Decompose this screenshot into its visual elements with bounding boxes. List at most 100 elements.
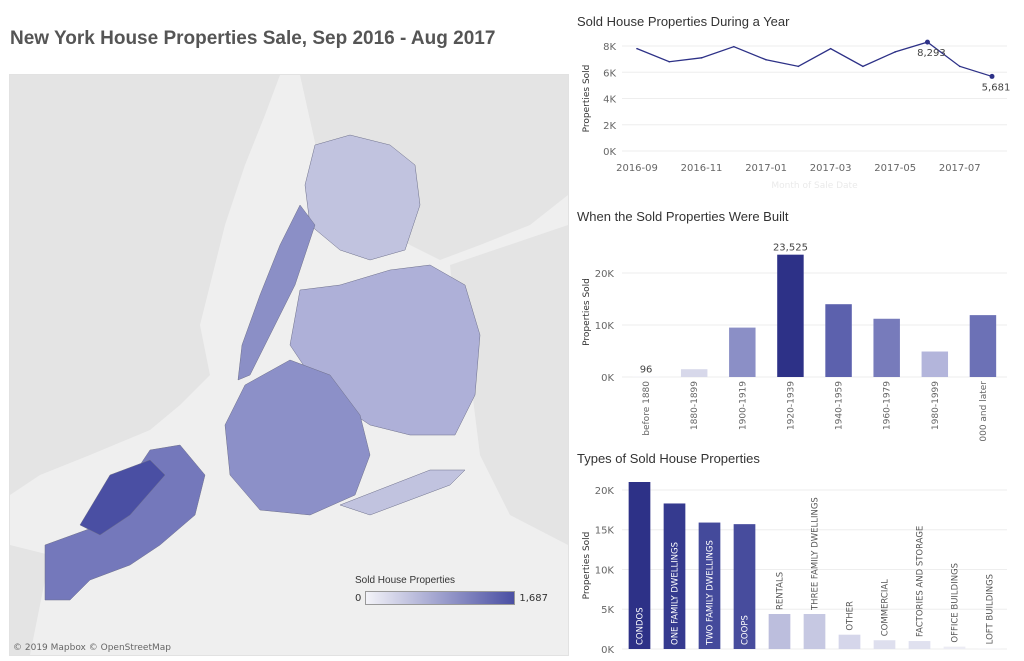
category-label: RENTALS [776, 572, 786, 610]
line-chart[interactable]: 0K 2K 4K 6K 8K Properties Sold 2016-09 2016-11 2… [577, 36, 1017, 196]
y-tick-label: 10K [595, 321, 615, 332]
y-tick-label: 2K [603, 121, 616, 132]
category-label: TWO FAMILY DWELLINGS [706, 540, 716, 646]
bar [733, 524, 756, 649]
sales-line [636, 41, 993, 78]
data-point [829, 47, 832, 50]
x-tick-label: 2016-11 [681, 163, 723, 174]
y-tick-label: 4K [603, 95, 616, 106]
y-axis-label: Properties Sold [582, 65, 592, 133]
data-point [733, 45, 735, 48]
bronx-area [304, 134, 421, 261]
data-point [989, 73, 995, 79]
category-label: 1880-1899 [690, 381, 700, 430]
x-axis-label: Month of Sale Date [771, 181, 858, 191]
brooklyn-area [224, 359, 371, 516]
category-label: COOPS [741, 615, 751, 645]
x-tick-label: 2016-09 [616, 163, 658, 174]
y-tick-label: 20K [595, 269, 615, 280]
category-label: LOFT BUILDINGS [986, 574, 996, 644]
data-point [958, 65, 961, 68]
category-label: CONDOS [636, 607, 646, 645]
category-label: 1980-1999 [931, 381, 941, 430]
choropleth-map[interactable]: Sold House Properties 0 1,687 © 2019 Map… [9, 74, 569, 656]
staten-island-high [79, 459, 166, 536]
bar [777, 254, 804, 377]
data-point [894, 51, 896, 53]
staten-island-area [44, 444, 206, 601]
data-point [797, 65, 800, 68]
y-tick-label: 15K [595, 526, 615, 537]
data-point [700, 57, 703, 59]
data-point [862, 65, 864, 68]
bar [628, 482, 651, 649]
y-axis-label: Properties Sold [582, 278, 592, 346]
x-tick-label: 2017-07 [939, 163, 981, 174]
map-attribution[interactable]: © 2019 Mapbox © OpenStreetMap [13, 643, 171, 653]
legend-min: 0 [355, 592, 362, 604]
y-tick-label: 10K [595, 565, 615, 576]
bar [768, 614, 791, 649]
lower-nj-land [10, 545, 50, 655]
category-label: FACTORIES AND STORAGE [916, 526, 926, 637]
y-tick-label: 5K [601, 605, 614, 616]
bar [729, 327, 756, 377]
types-chart-title: Types of Sold House Properties [577, 451, 760, 466]
new-jersey-land [10, 75, 280, 495]
manhattan-area [237, 204, 316, 381]
bar [873, 640, 896, 649]
bar [825, 304, 852, 377]
bar [680, 369, 708, 377]
line-chart-title: Sold House Properties During a Year [577, 14, 790, 29]
bar [663, 503, 686, 649]
y-tick-label: 0K [603, 147, 616, 158]
data-point [636, 47, 638, 50]
data-label: 8,293 [917, 48, 946, 59]
bar [978, 648, 1001, 649]
category-label: 2000 and later [979, 381, 989, 442]
category-label: COMMERCIAL [881, 579, 891, 636]
category-label: OFFICE BUILDINGS [951, 563, 961, 643]
category-label: 1920-1939 [786, 381, 796, 430]
y-tick-label: 0K [601, 373, 614, 384]
bar [873, 318, 900, 377]
y-tick-label: 0K [601, 645, 614, 656]
data-label: 5,681 [982, 82, 1011, 93]
map-canvas[interactable] [10, 75, 568, 655]
x-tick-label: 2017-03 [810, 163, 852, 174]
category-label: 1940-1959 [835, 381, 845, 430]
data-point [765, 58, 767, 61]
category-label: OTHER [846, 601, 856, 631]
bar [838, 634, 861, 649]
data-label: 96 [640, 365, 653, 376]
bronx-upstate-land [300, 75, 568, 260]
bar [943, 646, 966, 649]
bar [969, 315, 997, 377]
property-types-bar-chart[interactable]: 0K 5K 10K 15K 20K Properties Sold CONDOS ONE FA… [577, 474, 1017, 658]
y-axis-label: Properties Sold [582, 532, 592, 600]
y-tick-label: 6K [603, 68, 616, 79]
bar [908, 641, 931, 649]
y-tick-label: 20K [595, 486, 615, 497]
map-legend: Sold House Properties 0 1,687 [355, 575, 555, 605]
category-label: 1900-1919 [738, 381, 748, 430]
x-tick-label: 2017-01 [745, 163, 787, 174]
bar [698, 522, 721, 649]
category-label: ONE FAMILY DWELLINGS [671, 542, 681, 645]
rockaway-area [339, 469, 466, 516]
legend-gradient [365, 591, 516, 605]
category-label: 1960-1979 [883, 381, 893, 430]
legend-title: Sold House Properties [355, 575, 456, 586]
built-chart-title: When the Sold Properties Were Built [577, 209, 789, 224]
y-tick-label: 8K [603, 42, 616, 53]
data-point [924, 39, 930, 45]
x-tick-label: 2017-05 [874, 163, 916, 174]
legend-max: 1,687 [519, 592, 549, 604]
dashboard-title: New York House Properties Sale, Sep 2016… [10, 28, 496, 49]
long-island-land [450, 225, 568, 545]
category-label: THREE FAMILY DWELLINGS [811, 497, 821, 611]
data-label: 23,525 [773, 243, 808, 254]
data-point [668, 60, 671, 63]
bar [921, 351, 949, 377]
